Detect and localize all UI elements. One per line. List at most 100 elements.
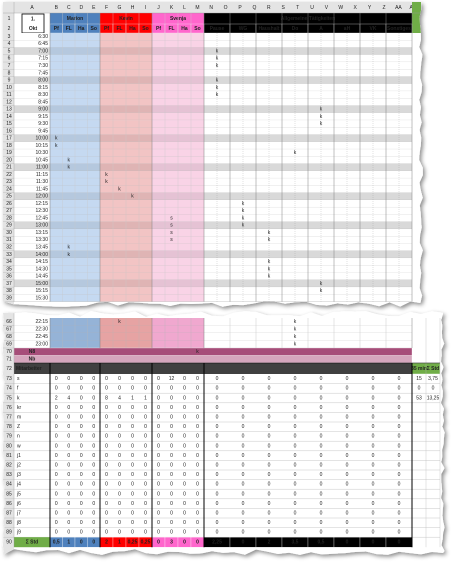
cell [178,265,191,273]
cell [62,236,75,244]
staff-value: 0 [320,501,323,507]
staff-value: 0 [294,405,297,411]
staff-value: 0 [92,405,95,411]
staff-value: 0 [320,434,323,440]
time-cell [14,54,50,63]
cell [152,272,165,280]
staff-value: 0 [268,472,271,478]
time: 7:30 [38,63,48,69]
staff-value: 0 [80,434,83,440]
staff-value: 0 [67,453,70,459]
cell [87,120,100,128]
staff-value: 0 [157,424,160,430]
entry-mark: k [55,136,58,142]
staff-value: 0 [92,424,95,430]
staff-value: 0 [67,501,70,507]
staff-value: 0 [294,501,297,507]
cell [87,333,100,341]
staff-value: 0 [157,415,160,421]
staff-value: 0 [92,463,95,469]
cell [75,54,88,63]
entry-mark: k [320,114,323,120]
staff-value: 0 [216,511,219,517]
time-cell [14,141,50,150]
cell [139,83,152,92]
cell [100,141,113,150]
cell [75,83,88,92]
staff-value: 0 [398,434,401,440]
cell [50,149,63,157]
cell [50,127,63,135]
cell [191,141,204,150]
cell [126,207,139,215]
cell [75,69,88,77]
cell [113,199,126,208]
staff-value: 0 [144,405,147,411]
staff-value: 0 [92,395,95,401]
cell [62,258,75,266]
staff-value: 0 [346,482,349,488]
cell [100,265,113,273]
time-cell [14,40,50,48]
row-number: 20 [6,157,12,163]
sub-header-label: FL [116,26,122,32]
time-cell [14,112,50,121]
staff-value: 0 [80,520,83,526]
cell [126,318,139,326]
column-letter: V [325,5,329,11]
entry-mark: k [294,150,297,156]
staff-value: 0 [170,415,173,421]
cell [75,33,88,41]
cell [178,207,191,215]
total-value: 0,25 [141,540,151,546]
cell [152,236,165,244]
cell [62,294,75,302]
cell [87,62,100,70]
staff-value: 0 [118,463,121,469]
staff-hours: 13,25 [427,395,440,401]
cell [50,340,63,348]
staff-value: 0 [67,463,70,469]
staff-value: 0 [67,434,70,440]
cell [50,40,63,48]
staff-value: 0 [118,424,121,430]
staff-name: Z [17,424,20,430]
cell [75,214,88,222]
staff-value: 0 [398,530,401,536]
staff-value: 0 [372,434,375,440]
staff-value: 0 [294,530,297,536]
cell [62,127,75,135]
staff-value: 0 [372,501,375,507]
staff-value: 0 [144,415,147,421]
staff-value: 0 [118,434,121,440]
staff-value: 0 [242,453,245,459]
cell [165,287,178,295]
entry-mark: k [216,56,219,62]
sub-header-label: So [142,26,148,32]
time-cell [14,47,50,55]
entry-mark: k [216,92,219,98]
cell [139,91,152,99]
cell [87,185,100,193]
cell [50,258,63,266]
total-value: 0 [242,540,245,546]
total-label-cell [14,537,50,548]
staff-value: 0 [105,434,108,440]
cell [191,185,204,193]
staff-value: 0 [118,453,121,459]
staff-value: 0 [183,415,186,421]
total-value: 0 [196,540,199,546]
staff-value: 0 [294,453,297,459]
cell [87,236,100,244]
row-number: 15 [6,121,12,127]
column-letter: O [224,5,228,11]
total-value: 3 [170,540,173,546]
cell [87,340,100,348]
row-number: 18 [6,143,12,149]
cell [165,149,178,157]
cell [191,149,204,157]
cell [100,33,113,41]
time: 14:30 [35,266,48,272]
cell [178,156,191,164]
row-number: 87 [6,511,12,517]
